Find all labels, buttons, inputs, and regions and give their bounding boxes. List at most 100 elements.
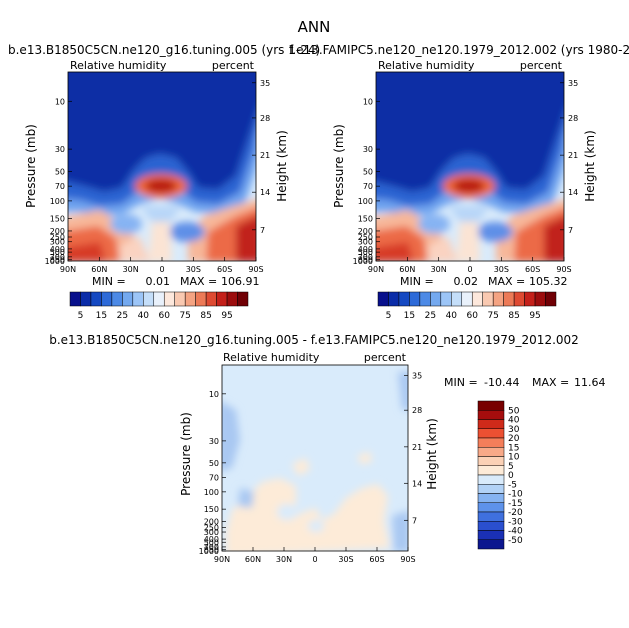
- x-tick-label: 0: [159, 265, 164, 274]
- pressure-tick-label: 700: [204, 543, 219, 552]
- height-tick-label: 28: [412, 406, 422, 415]
- colorbar-label: 60: [467, 311, 479, 321]
- colorbar-box: [477, 410, 505, 420]
- panel-a-left-label: Relative humidity: [70, 59, 167, 72]
- pressure-tick-label: 500: [50, 248, 65, 257]
- colorbar-box: [477, 474, 505, 485]
- height-tick-label: 35: [260, 79, 270, 88]
- pressure-tick-label: 1000: [45, 257, 65, 266]
- colorbar-label: 50: [508, 406, 520, 416]
- colorbar-box: [174, 291, 186, 307]
- panel-c-max-value: 11.64: [574, 376, 606, 389]
- colorbar-box: [524, 291, 536, 307]
- pressure-tick-label: 50: [363, 167, 373, 176]
- x-tick-label: 90N: [214, 555, 230, 564]
- height-tick-label: 21: [260, 151, 270, 160]
- pressure-tick-label: 250: [358, 233, 373, 242]
- height-tick-label: 28: [260, 114, 270, 123]
- colorbar-box: [477, 539, 505, 550]
- colorbar-box: [101, 291, 113, 307]
- colorbar-box: [503, 291, 515, 307]
- colorbar-box: [195, 291, 207, 307]
- colorbar-box: [419, 291, 431, 307]
- pressure-tick-label: 70: [209, 473, 219, 482]
- pressure-tick-label: 30: [363, 145, 373, 154]
- height-tick-label: 35: [412, 372, 422, 381]
- colorbar-box: [226, 291, 238, 307]
- colorbar-box: [461, 291, 473, 307]
- x-tick-label: 0: [467, 265, 472, 274]
- panel-c-ticks: 1030507010015020025030040050070085010003…: [199, 372, 423, 564]
- pressure-tick-label: 700: [50, 253, 65, 262]
- colorbar-label: -50: [508, 536, 523, 546]
- panel-b-title: f.e13.FAMIPC5.ne120_ne120.1979_2012.002 …: [289, 43, 629, 57]
- x-tick-label: 90S: [248, 265, 263, 274]
- panel-a-field: [68, 72, 256, 261]
- panel-a-ylabel: Pressure (mb): [24, 124, 38, 208]
- colorbar-box: [153, 291, 165, 307]
- panel-a-max-value: 106.91: [221, 275, 260, 288]
- pressure-tick-label: 30: [55, 145, 65, 154]
- pressure-tick-label: 200: [204, 517, 219, 526]
- pressure-tick-label: 500: [358, 248, 373, 257]
- x-tick-label: 30S: [338, 555, 353, 564]
- page-title: ANN: [298, 18, 331, 36]
- colorbar-label: 15: [96, 311, 107, 321]
- panel-a: b.e13.B1850C5CN.ne120_g16.tuning.005 (yr…: [8, 43, 320, 321]
- colorbar-box: [430, 291, 442, 307]
- colorbar-box: [440, 291, 452, 307]
- pressure-tick-label: 400: [50, 245, 65, 254]
- colorbar-box: [477, 419, 505, 429]
- colorbar-box: [451, 291, 463, 307]
- colorbar-box: [216, 291, 228, 307]
- colorbar-label: 25: [425, 311, 436, 321]
- panel-b-max-label: MAX =: [488, 275, 525, 288]
- x-tick-label: 60N: [399, 265, 415, 274]
- panel-a-right-label: percent: [212, 59, 255, 72]
- colorbar-box: [477, 428, 505, 439]
- pressure-tick-label: 250: [204, 523, 219, 532]
- x-tick-label: 60S: [525, 265, 540, 274]
- panel-c-right-label: percent: [364, 351, 407, 364]
- colorbar-box: [477, 400, 505, 411]
- height-tick-label: 35: [568, 79, 578, 88]
- x-tick-label: 0: [312, 555, 317, 564]
- panel-a-ticks: 1030507010015020025030040050070085010003…: [45, 79, 271, 274]
- colorbar-box: [534, 291, 546, 307]
- pressure-tick-label: 1000: [199, 547, 219, 556]
- pressure-tick-label: 100: [50, 197, 65, 206]
- pressure-tick-label: 10: [363, 97, 373, 106]
- pressure-tick-label: 1000: [353, 257, 373, 266]
- colorbar-box: [477, 437, 505, 448]
- height-tick-label: 28: [568, 114, 578, 123]
- colorbar-box: [409, 291, 421, 307]
- colorbar-label: 85: [200, 311, 211, 321]
- colorbar-box: [492, 291, 504, 307]
- height-tick-label: 14: [260, 188, 270, 197]
- pressure-tick-label: 200: [358, 227, 373, 236]
- colorbar-label: 0: [508, 471, 514, 481]
- height-tick-label: 14: [568, 188, 578, 197]
- colorbar-box: [477, 493, 505, 503]
- x-tick-label: 60S: [369, 555, 384, 564]
- colorbar-box: [545, 291, 557, 307]
- x-tick-label: 90N: [60, 265, 76, 274]
- pressure-tick-label: 150: [50, 214, 65, 223]
- panel-b-min-value: 0.02: [454, 275, 479, 288]
- colorbar-box: [477, 502, 505, 513]
- x-tick-label: 90N: [368, 265, 384, 274]
- panel-b-right-label: percent: [520, 59, 563, 72]
- height-tick-label: 14: [412, 479, 422, 488]
- panel-c-title: b.e13.B1850C5CN.ne120_g16.tuning.005 - f…: [49, 333, 579, 347]
- colorbar-box: [477, 511, 505, 522]
- colorbar-label: 40: [138, 311, 150, 321]
- x-tick-label: 30S: [494, 265, 509, 274]
- colorbar-box: [477, 447, 505, 457]
- pressure-tick-label: 10: [55, 97, 65, 106]
- x-tick-label: 60S: [217, 265, 232, 274]
- pressure-tick-label: 30: [209, 437, 219, 446]
- panel-c: b.e13.B1850C5CN.ne120_g16.tuning.005 - f…: [49, 333, 605, 564]
- colorbar-box: [377, 291, 389, 307]
- x-tick-label: 90S: [400, 555, 415, 564]
